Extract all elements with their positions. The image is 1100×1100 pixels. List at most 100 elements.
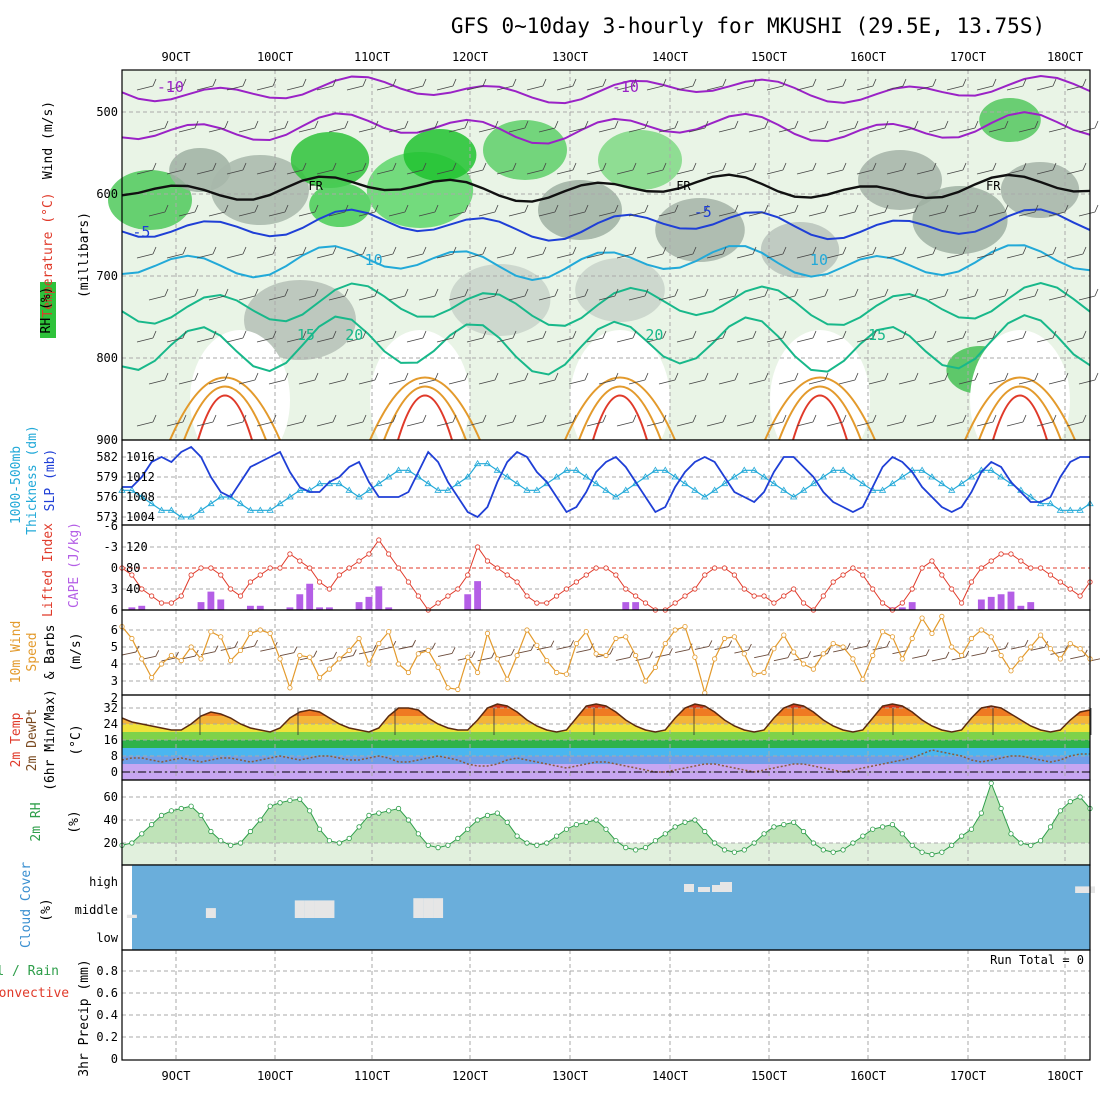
wind-barb-flag: [344, 120, 349, 129]
wind-barb-flag: [962, 414, 967, 423]
wind-speed-line-marker: [563, 671, 570, 677]
thickness-line-marker: [454, 479, 462, 487]
mid-cloud-bar: [126, 914, 137, 918]
high-cloud-bar: [684, 884, 694, 892]
wind-barb: [268, 211, 286, 217]
wind-barb: [1010, 645, 1026, 650]
wind-barb: [196, 85, 214, 91]
wind-barb: [496, 169, 514, 175]
lifted-index-line-marker: [366, 551, 372, 557]
wind-barb: [886, 253, 904, 259]
cape-tick-label: 80: [126, 561, 140, 575]
wind-barb: [298, 211, 316, 217]
lifted-index-line-marker: [860, 572, 866, 578]
mid-cloud-bar: [314, 900, 325, 918]
wind-barb: [496, 253, 514, 259]
rh-line-marker: [1057, 808, 1063, 814]
rh-line-marker: [623, 844, 629, 851]
lifted-index-line-marker: [277, 565, 283, 571]
wind-barb-flag: [764, 120, 769, 129]
wind-barb-flag: [632, 78, 637, 87]
x-tick-label-bottom: 18OCT: [1047, 1069, 1083, 1083]
rh-line-marker: [139, 831, 145, 837]
wind-barb: [628, 211, 646, 217]
wind-barb: [675, 649, 690, 654]
wind-speed-line-marker: [721, 635, 728, 642]
wind-barb-flag: [512, 162, 517, 171]
rh-line-marker: [652, 838, 658, 844]
thickness-line-marker: [493, 466, 502, 473]
wind-speed-line-marker: [810, 666, 817, 672]
thickness-line: [122, 463, 1091, 518]
rh-line-marker: [336, 840, 342, 846]
wind-barb-flag: [1022, 246, 1027, 255]
rh-line-marker: [415, 831, 421, 837]
rh-humidity-area: [912, 186, 1008, 254]
wind-barb-flag: [1082, 162, 1087, 171]
wind-barb: [538, 127, 556, 133]
rh-line-marker: [474, 817, 481, 823]
wind-barb-flag: [352, 649, 357, 656]
ylabel-total-rain: Total / Rain: [0, 964, 59, 979]
wind-barb-flag: [212, 246, 217, 255]
rh-line-marker: [129, 840, 135, 846]
cape-bar: [217, 599, 225, 610]
lifted-index-line-marker: [188, 572, 194, 578]
wind-barb-flag: [254, 288, 259, 297]
wind-barb-flag: [224, 204, 229, 213]
thickness-line-marker: [404, 466, 413, 473]
wind-barb: [358, 379, 376, 385]
rh-line-marker: [168, 808, 174, 814]
temp-contour-minus5: [121, 208, 1091, 242]
wind-barb-flag: [782, 162, 787, 171]
rh-line-marker: [287, 797, 293, 804]
rh-line-marker: [247, 828, 254, 835]
rh-line-marker: [316, 826, 323, 832]
rh-line-marker: [978, 810, 984, 816]
wind-barb: [226, 169, 244, 175]
rh-line-marker: [702, 828, 708, 835]
wind-barb-flag: [434, 120, 439, 129]
wind-barb: [136, 337, 154, 343]
rh-line-marker: [781, 821, 787, 828]
wind-barb: [568, 379, 586, 385]
lifted-index-line-marker: [998, 551, 1004, 557]
wind-barb-flag: [589, 643, 594, 650]
rh-line-marker: [593, 817, 599, 823]
wind-barb: [328, 127, 346, 133]
wind-barb-flag: [302, 414, 307, 423]
mid-cloud-bar: [205, 908, 216, 918]
wind-barb-flag: [734, 372, 739, 381]
thickness-line-marker: [740, 466, 748, 473]
wind-barb-flag: [482, 162, 487, 171]
lifted-index-line-marker: [287, 551, 293, 557]
wind-barb: [886, 169, 904, 175]
rh-humidity-area: [211, 155, 309, 225]
wind-barb: [928, 127, 946, 133]
wind-barb-flag: [914, 372, 919, 381]
wind-barb-flag: [570, 640, 575, 647]
rh-line-marker: [672, 824, 678, 830]
x-tick-label-top: 15OCT: [751, 50, 787, 64]
wind-barb-flag: [668, 648, 673, 655]
wind-barb-flag: [752, 78, 757, 87]
wind-barb-flag: [254, 639, 258, 647]
thickness-line-marker: [355, 493, 363, 500]
wind-speed-line-marker: [633, 652, 639, 659]
cape-bar: [326, 607, 333, 610]
wind-barb-flag: [452, 330, 457, 339]
lifted-index-line-marker: [465, 572, 471, 578]
ylabel-temperature: Temperature (°C): [41, 192, 56, 317]
wind-barb-flag: [392, 246, 397, 255]
wind-barb: [436, 169, 454, 175]
wind-barb: [376, 169, 394, 175]
wind-barb-flag: [962, 246, 967, 255]
wind-barb: [166, 421, 184, 427]
wind-barb-flag: [722, 414, 727, 423]
temp-dome-contour: [578, 385, 662, 441]
thickness-line-marker: [533, 486, 541, 493]
thickness-line-marker: [641, 473, 650, 480]
y-tick-label: 4: [111, 657, 118, 671]
wind-barb: [856, 169, 874, 175]
wind-barb-flag: [1034, 120, 1039, 129]
